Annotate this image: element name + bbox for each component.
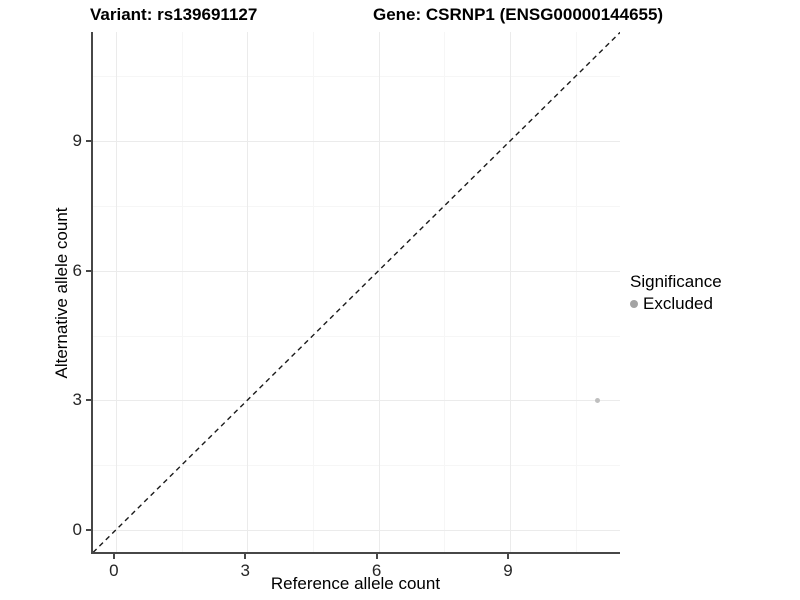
data-point xyxy=(595,397,601,403)
x-axis-tick xyxy=(375,554,378,559)
y-tick-label: 9 xyxy=(72,131,82,151)
minor-gridline-horizontal xyxy=(93,465,620,467)
x-axis-tick xyxy=(112,554,115,559)
major-gridline-horizontal xyxy=(93,270,620,272)
major-gridline-vertical xyxy=(378,32,380,552)
minor-gridline-horizontal xyxy=(93,76,620,78)
legend-key-dot-icon xyxy=(630,300,638,308)
legend: Significance Excluded xyxy=(630,272,722,314)
minor-gridline-horizontal xyxy=(93,206,620,207)
minor-gridline-vertical xyxy=(575,32,577,552)
minor-gridline-horizontal xyxy=(93,335,620,337)
y-axis-tick xyxy=(86,399,91,402)
x-tick-label: 0 xyxy=(109,561,119,580)
legend-title: Significance xyxy=(630,272,722,291)
plot-title-gene: Gene: CSRNP1 (ENSG00000144655) xyxy=(373,5,664,24)
y-axis-tick xyxy=(86,529,91,531)
major-gridline-vertical xyxy=(247,32,249,552)
x-tick-label: 9 xyxy=(503,561,513,580)
y-tick-label: 0 xyxy=(72,520,82,539)
major-gridline-horizontal xyxy=(93,400,620,402)
y-axis-tick xyxy=(86,269,91,272)
x-tick-label: 3 xyxy=(240,561,250,580)
plot-title-variant: Variant: rs139691127 xyxy=(90,5,258,24)
minor-gridline-vertical xyxy=(312,32,314,552)
legend-item-excluded: Excluded xyxy=(630,294,722,314)
minor-gridline-vertical xyxy=(444,32,446,552)
y-tick-label: 6 xyxy=(72,260,82,280)
x-axis-tick xyxy=(507,554,509,559)
major-gridline-vertical xyxy=(115,32,117,552)
x-tick-label: 6 xyxy=(371,561,382,580)
identity-reference-dashed-line xyxy=(93,32,620,552)
major-gridline-vertical xyxy=(510,32,511,552)
minor-gridline-vertical xyxy=(181,32,183,552)
y-axis-title: Alternative allele count xyxy=(52,207,71,379)
x-axis-tick xyxy=(244,554,247,559)
y-axis-tick xyxy=(86,140,91,143)
plot-panel xyxy=(91,32,620,554)
legend-item-label: Excluded xyxy=(643,294,713,313)
y-tick-label: 3 xyxy=(72,390,82,410)
major-gridline-horizontal xyxy=(93,530,620,531)
x-axis-title: Reference allele count xyxy=(270,574,441,593)
major-gridline-horizontal xyxy=(93,141,620,143)
